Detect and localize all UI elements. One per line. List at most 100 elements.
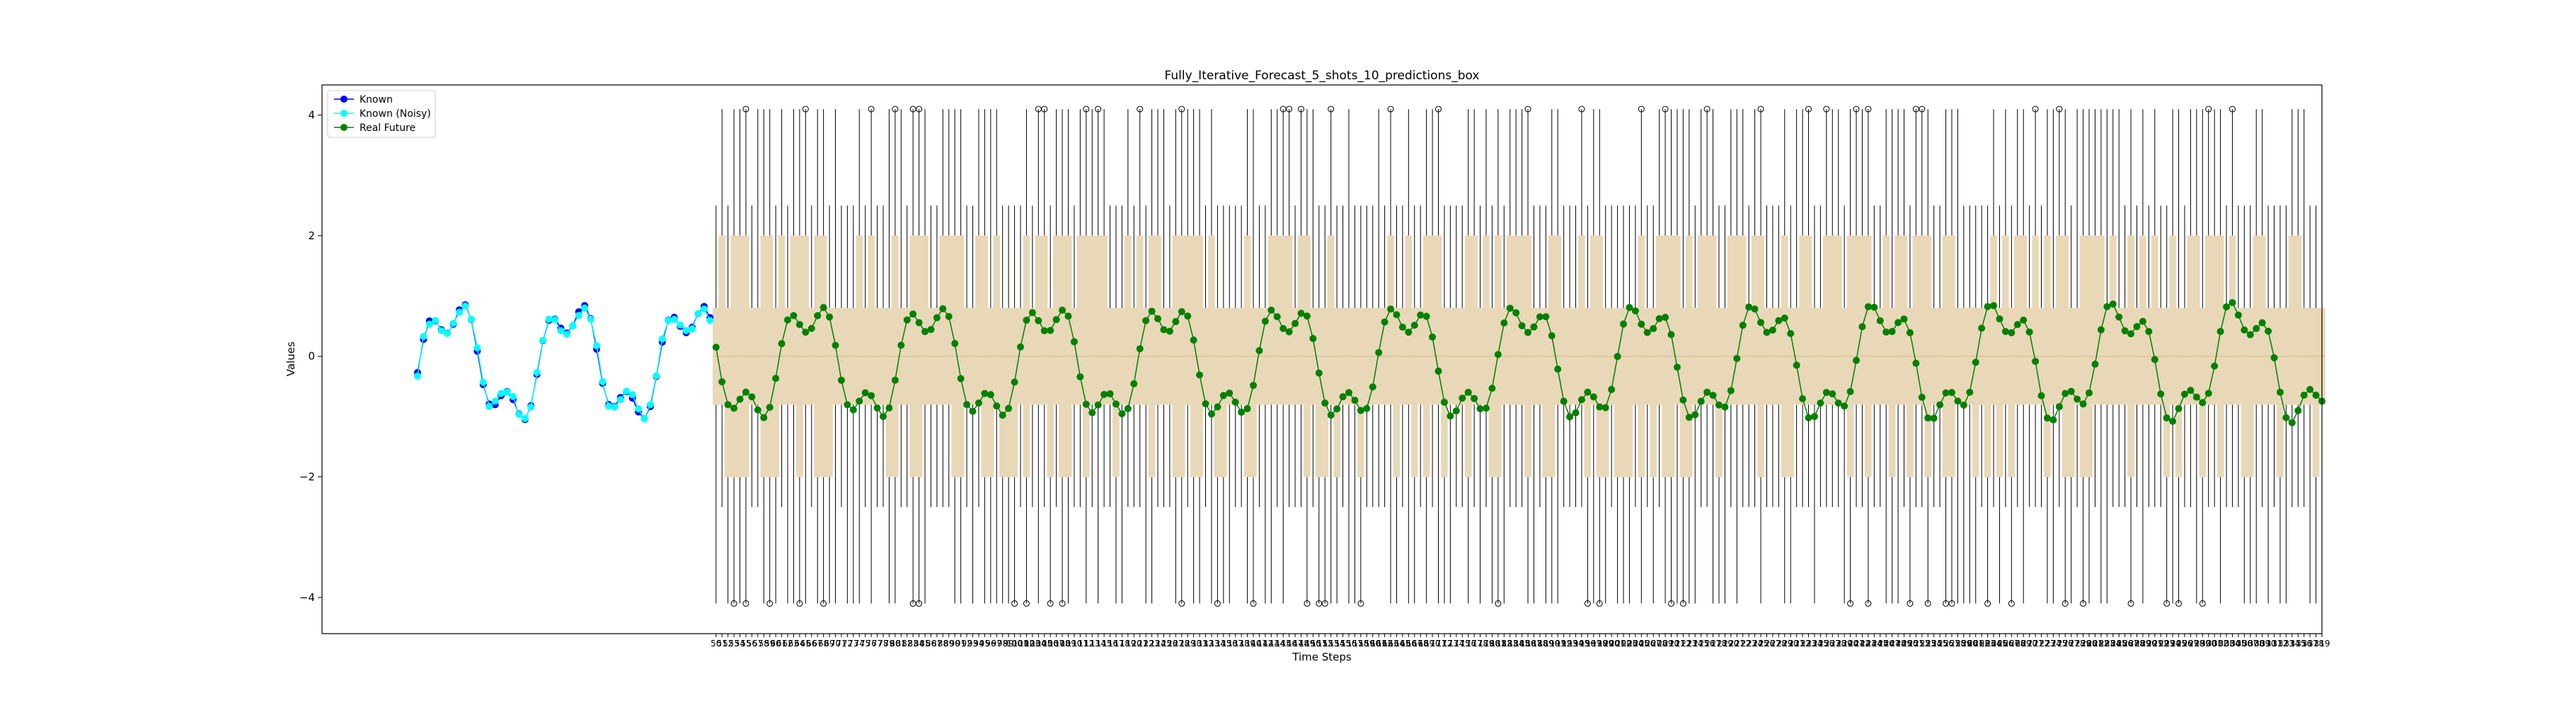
real-future-point xyxy=(2037,392,2045,399)
box-outlier xyxy=(1047,600,1054,607)
y-tick-label: 2 xyxy=(308,229,315,242)
known-noisy-point xyxy=(706,316,714,324)
real-future-point xyxy=(987,391,994,399)
x-tick-label: 215 xyxy=(1693,639,1709,649)
box xyxy=(1882,235,1890,405)
box-outlier xyxy=(1059,600,1066,607)
real-future-point xyxy=(1817,399,1824,407)
box xyxy=(1488,307,1496,477)
real-future-point xyxy=(1930,414,1938,422)
x-tick-label: 89 xyxy=(943,639,954,649)
box xyxy=(1805,235,1812,405)
box xyxy=(945,235,953,405)
real-future-point xyxy=(1775,316,1783,324)
real-future-point xyxy=(1017,343,1025,351)
x-tick-label: 235 xyxy=(1812,639,1829,649)
x-tick-label: 284 xyxy=(2105,639,2121,649)
box xyxy=(2204,235,2212,405)
box-outlier xyxy=(1286,105,1293,113)
x-tick-label: 311 xyxy=(2266,639,2282,649)
real-future-point xyxy=(1942,389,1950,396)
x-tick-label: 69 xyxy=(824,639,834,649)
x-tick-label: 184 xyxy=(1508,639,1524,649)
known-noisy-point xyxy=(587,315,594,323)
real-future-point xyxy=(1626,304,1633,312)
x-tick-label: 209 xyxy=(1657,639,1674,649)
x-tick-label: 287 xyxy=(2123,639,2139,649)
x-tick-label: 72 xyxy=(842,639,853,649)
box xyxy=(993,235,1001,405)
x-tick-label: 307 xyxy=(2242,639,2258,649)
x-tick-label: 118 xyxy=(1114,639,1130,649)
real-future-point xyxy=(2133,323,2141,331)
real-future-point xyxy=(742,388,749,396)
x-tick-label: 140 xyxy=(1246,639,1262,649)
x-tick-label: 183 xyxy=(1502,639,1518,649)
x-tick-label: 178 xyxy=(1472,639,1488,649)
real-future-point xyxy=(1655,315,1663,323)
real-future-point xyxy=(766,404,774,411)
real-future-point xyxy=(1375,348,1383,356)
known-noisy-point xyxy=(646,401,654,409)
box xyxy=(1094,235,1102,405)
real-future-point xyxy=(1560,397,1568,405)
real-future-point xyxy=(1894,319,1902,326)
x-tick-label: 308 xyxy=(2248,639,2265,649)
box-outlier xyxy=(1524,105,1531,113)
real-future-point xyxy=(1918,394,1926,401)
real-future-point xyxy=(2097,326,2105,333)
box xyxy=(1429,235,1436,405)
x-tick-label: 229 xyxy=(1776,639,1793,649)
box xyxy=(1703,235,1710,405)
x-tick-label: 91 xyxy=(955,639,966,649)
real-future-point xyxy=(1853,357,1861,365)
real-future-point xyxy=(1047,326,1054,334)
x-tick-label: 302 xyxy=(2212,639,2229,649)
legend-label-noisy: Known (Noisy) xyxy=(360,108,431,120)
x-tick-label: 240 xyxy=(1842,639,1858,649)
legend-marker-noisy xyxy=(340,110,347,117)
x-tick-label: 188 xyxy=(1531,639,1548,649)
box xyxy=(2056,235,2063,405)
real-future-point xyxy=(748,393,756,401)
x-tick-label: 281 xyxy=(2087,639,2103,649)
box xyxy=(826,307,833,477)
real-future-point xyxy=(1351,396,1359,404)
box xyxy=(1327,235,1335,405)
x-tick-label: 168 xyxy=(1413,639,1429,649)
real-future-point xyxy=(1954,397,1962,405)
known-noisy-point xyxy=(628,391,636,399)
series-group xyxy=(414,299,2325,427)
box xyxy=(1136,235,1144,405)
real-future-point xyxy=(885,404,893,412)
x-tick-label: 101 xyxy=(1013,639,1029,649)
real-future-point xyxy=(2151,355,2158,363)
x-tick-label: 146 xyxy=(1281,639,1297,649)
x-tick-label: 256 xyxy=(1938,639,1954,649)
x-tick-label: 158 xyxy=(1352,639,1369,649)
x-tick-label: 278 xyxy=(2069,639,2086,649)
known-noisy-point xyxy=(527,403,535,411)
box xyxy=(1626,307,1633,477)
real-future-point xyxy=(915,319,923,326)
x-tick-label: 155 xyxy=(1335,639,1351,649)
x-tick-label: 191 xyxy=(1550,639,1566,649)
real-future-point xyxy=(1685,413,1693,421)
box-outlier xyxy=(1041,105,1048,113)
real-future-point xyxy=(795,321,803,329)
x-tick-label: 177 xyxy=(1466,639,1483,649)
box xyxy=(1823,235,1830,405)
x-tick-label: 137 xyxy=(1227,639,1243,649)
known-noisy-point xyxy=(533,369,541,377)
box xyxy=(1984,307,1991,477)
known-noisy-point xyxy=(616,396,624,404)
x-tick-label: 143 xyxy=(1263,639,1280,649)
x-tick-label: 301 xyxy=(2207,639,2223,649)
real-future-point xyxy=(849,406,857,413)
real-future-point xyxy=(1596,403,1604,411)
x-tick-label: 121 xyxy=(1132,639,1148,649)
known-noisy-point xyxy=(640,415,648,423)
real-future-point xyxy=(1410,321,1418,329)
x-tick-label: 247 xyxy=(1884,639,1900,649)
x-tick-label: 162 xyxy=(1376,639,1393,649)
